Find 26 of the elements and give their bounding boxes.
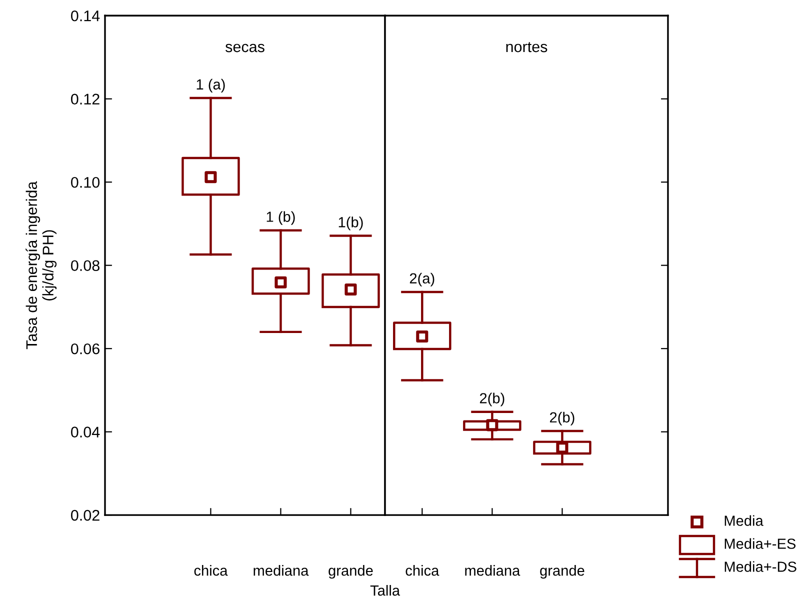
x-tick-label: grande bbox=[540, 565, 584, 579]
x-tick-label: chica bbox=[194, 565, 228, 576]
y-tick-label: 0.14 bbox=[71, 10, 100, 22]
y-tick-label: 0.04 bbox=[71, 426, 100, 438]
annotation: 1(b) bbox=[338, 216, 363, 230]
y-tick-label: 0.10 bbox=[71, 176, 100, 188]
y-tick-label: 0.08 bbox=[71, 260, 100, 272]
y-tick-label: 0.12 bbox=[71, 94, 100, 105]
x-axis-title: Talla bbox=[370, 585, 400, 596]
text: nortes bbox=[506, 42, 548, 52]
y-tick-label: 0.06 bbox=[71, 343, 100, 354]
text: Media+-ES bbox=[724, 538, 796, 549]
x-tick-label: grande bbox=[328, 565, 373, 579]
annotation: 2(a) bbox=[410, 272, 434, 286]
y-axis-title: Tasa de energía ingerida (kj/d/g PH) bbox=[26, 181, 57, 350]
annotation: 1 (b) bbox=[266, 211, 295, 225]
y-tick-label: 0.02 bbox=[71, 510, 100, 521]
text: Media+-DS bbox=[724, 561, 796, 572]
x-tick-label: mediana bbox=[254, 565, 309, 576]
text: secas bbox=[225, 44, 264, 52]
annotation: 1 (a) bbox=[196, 78, 225, 92]
x-tick-label: mediana bbox=[465, 565, 520, 576]
x-tick-label: chica bbox=[406, 565, 440, 576]
annotation: 2(b) bbox=[480, 392, 504, 406]
text: Media bbox=[724, 515, 764, 526]
annotation: 2(b) bbox=[550, 412, 574, 426]
